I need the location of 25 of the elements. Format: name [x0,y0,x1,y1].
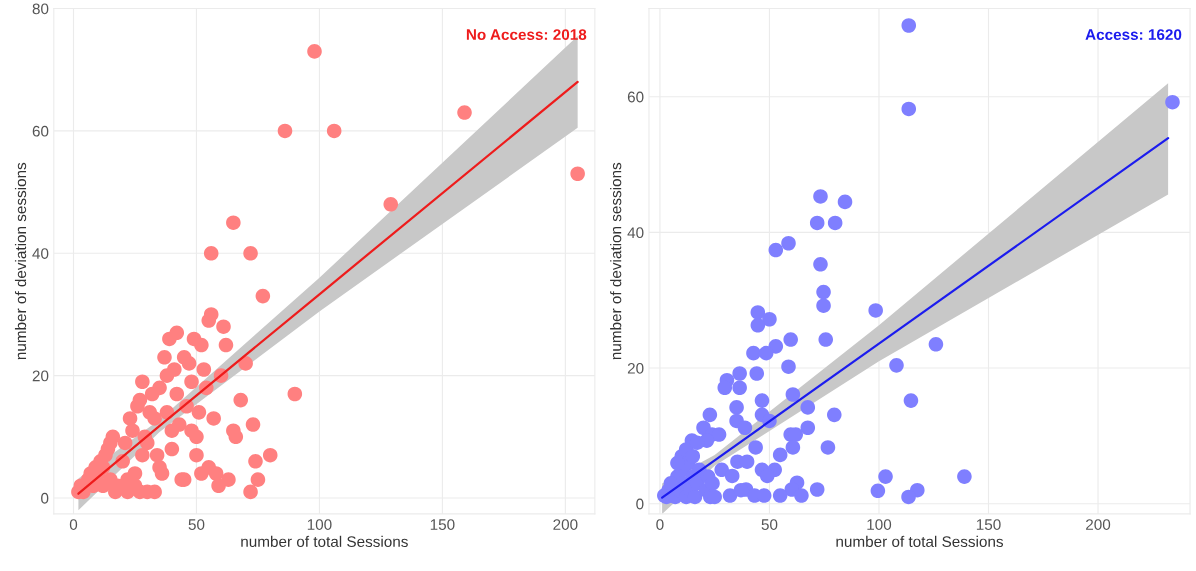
y-axis-title: number of deviation sessions [14,162,27,360]
x-tick-label: 0 [656,519,664,530]
y-tick-label: 60 [32,125,49,137]
y-tick-label: 0 [636,498,644,510]
y-tick-label: 0 [41,492,49,504]
y-tick-label: 40 [627,227,644,239]
y-axis-title: number of deviation sessions [610,162,622,360]
x-tick-label: 50 [188,519,205,530]
x-axis-title: number of total Sessions [836,535,1004,547]
x-tick-label: 100 [867,519,892,530]
y-tick-label: 60 [627,91,644,103]
y-tick-label: 40 [32,248,49,259]
x-tick-label: 200 [553,519,578,530]
annotation: No Access: 2018 [466,29,587,40]
x-tick-label: 50 [761,519,778,530]
x-tick-label: 0 [69,519,78,530]
x-tick-label: 150 [430,519,455,530]
annotation: Access: 1620 [1085,29,1182,40]
x-tick-label: 150 [976,519,1001,530]
x-tick-label: 100 [307,519,332,530]
y-tick-label: 80 [32,3,49,15]
y-tick-label: 20 [627,362,644,374]
y-tick-label: 20 [32,370,49,382]
x-tick-label: 200 [1086,519,1111,530]
x-axis-title: number of total Sessions [241,535,408,547]
